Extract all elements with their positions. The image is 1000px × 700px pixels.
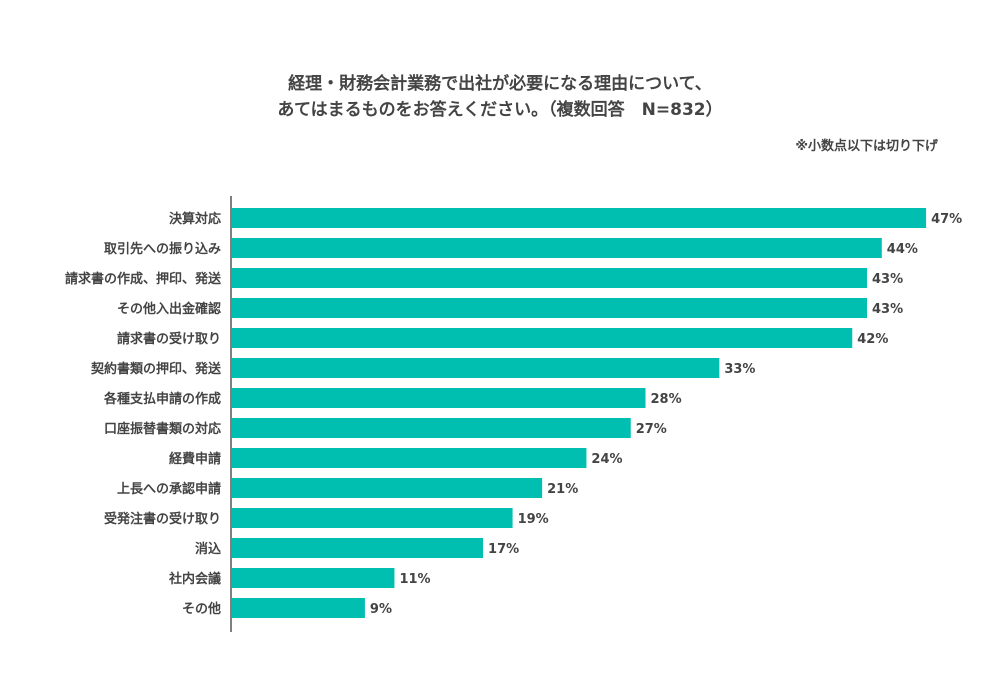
data-label: 19% (518, 512, 549, 527)
data-label: 33% (724, 362, 755, 377)
data-label: 42% (857, 332, 888, 347)
category-label: 決算対応 (169, 211, 221, 227)
data-label: 28% (651, 392, 682, 407)
data-label: 21% (547, 482, 578, 497)
chart-title-line2: あてはまるものをお答えください。（複数回答 N=832） (277, 100, 723, 120)
category-label: 口座振替書類の対応 (104, 421, 221, 437)
bar (232, 268, 868, 288)
data-label: 44% (887, 242, 918, 257)
category-label: 各種支払申請の作成 (103, 391, 221, 407)
bar (232, 508, 513, 528)
bar (232, 448, 587, 468)
bar (232, 538, 484, 558)
category-label: 取引先への振り込み (104, 241, 221, 257)
category-label: 経費申請 (169, 451, 221, 467)
data-label: 11% (399, 572, 430, 587)
category-label: 上長への承認申請 (117, 481, 221, 497)
data-label: 24% (591, 452, 622, 467)
chart-note: ※小数点以下は切り下げ (795, 139, 938, 154)
category-label: その他入出金確認 (117, 301, 221, 317)
bar (232, 478, 543, 498)
bar (232, 388, 646, 408)
bar (232, 208, 927, 228)
bar (232, 418, 631, 438)
data-label: 17% (488, 542, 519, 557)
bar (232, 598, 365, 618)
category-label: 契約書類の押印、発送 (90, 361, 222, 377)
category-label: 請求書の作成、押印、発送 (65, 271, 222, 287)
bar (232, 568, 395, 588)
category-label: 請求書の受け取り (117, 331, 221, 347)
category-label: その他 (182, 601, 221, 617)
bar (232, 328, 853, 348)
bar (232, 358, 720, 378)
chart-title-line1: 経理・財務会計業務で出社が必要になる理由について、 (288, 74, 712, 94)
data-label: 43% (872, 272, 903, 287)
category-label: 受発注書の受け取り (104, 511, 221, 527)
data-label: 43% (872, 302, 903, 317)
category-label: 社内会議 (168, 571, 221, 587)
data-label: 47% (931, 212, 962, 227)
data-label: 9% (370, 602, 392, 617)
data-label: 27% (636, 422, 667, 437)
category-label: 消込 (195, 541, 222, 557)
bar (232, 298, 868, 318)
bar (232, 238, 882, 258)
